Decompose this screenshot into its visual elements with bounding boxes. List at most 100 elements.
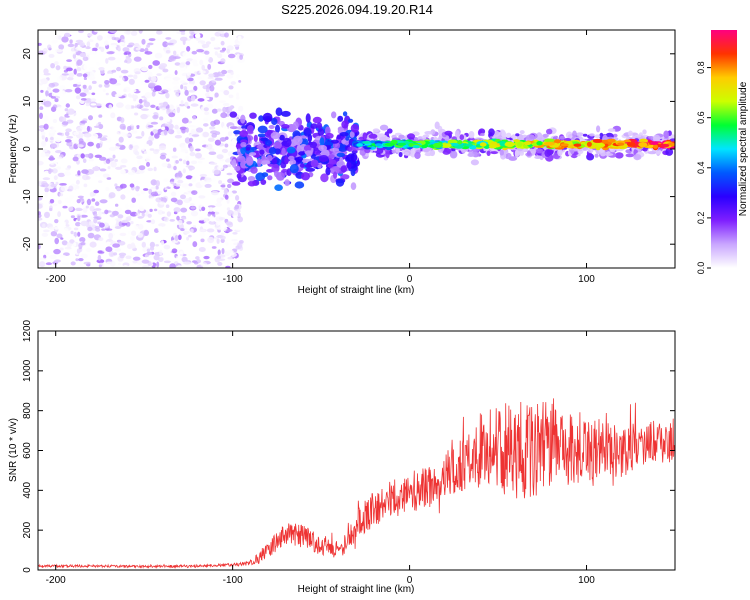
noise-blob [199, 117, 203, 123]
noise-blob [166, 108, 170, 115]
noise-blob [231, 139, 237, 146]
noise-blob [199, 216, 204, 221]
noise-blob [39, 257, 47, 261]
noise-blob [54, 61, 59, 66]
noise-blob [108, 192, 116, 199]
noise-blob [120, 165, 127, 168]
ridge-core-blob [412, 145, 420, 149]
noise-blob [181, 217, 187, 220]
onset-blob [317, 164, 322, 169]
ridge-halo-blob [596, 125, 601, 133]
noise-blob [206, 228, 215, 233]
noise-blob [60, 149, 69, 153]
noise-blob [125, 104, 132, 110]
noise-blob [185, 155, 189, 161]
noise-blob [99, 168, 107, 172]
noise-blob [79, 92, 87, 97]
noise-blob [168, 181, 175, 188]
noise-blob [138, 169, 145, 174]
ridge-halo-blob [490, 151, 498, 155]
colorbar-tick-label: 0.0 [696, 262, 706, 275]
ridge-halo-blob [398, 151, 403, 158]
noise-blob [182, 159, 187, 165]
noise-blob [66, 141, 74, 147]
ridge-halo-blob [536, 132, 543, 140]
onset-blob [237, 158, 245, 163]
onset-blob [350, 182, 357, 191]
noise-blob [98, 84, 103, 88]
ridge-halo-blob [467, 153, 475, 157]
noise-blob [178, 158, 183, 162]
noise-blob [39, 112, 43, 120]
spectrogram-x-label: Height of straight line (km) [298, 285, 415, 296]
noise-blob [159, 116, 164, 121]
noise-blob [77, 144, 84, 148]
noise-blob [236, 42, 241, 45]
ridge-halo-blob [488, 128, 495, 137]
noise-blob [111, 69, 117, 73]
noise-blob [225, 265, 231, 268]
noise-blob [75, 222, 81, 227]
noise-blob [174, 134, 182, 139]
onset-blob [330, 139, 339, 144]
onset-blob [305, 113, 311, 123]
noise-blob [182, 51, 190, 58]
noise-blob [48, 53, 55, 58]
noise-blob [192, 115, 197, 121]
noise-blob [115, 131, 120, 136]
y-tick-label: 20 [22, 48, 33, 60]
ridge-halo-blob [451, 147, 456, 152]
noise-blob [92, 166, 100, 172]
noise-blob [55, 181, 59, 185]
ridge-halo-blob [632, 135, 637, 139]
noise-blob [63, 221, 67, 225]
noise-blob [138, 98, 143, 104]
noise-blob [71, 51, 77, 55]
noise-blob [163, 260, 171, 264]
noise-blob [72, 156, 79, 162]
colorbar-ticks: 0.0 0.2 0.4 0.6 0.8 [696, 61, 711, 274]
onset-blob [234, 165, 241, 172]
noise-blob [199, 59, 204, 66]
noise-blob [116, 187, 121, 192]
noise-blob [135, 136, 143, 139]
noise-blob [147, 167, 154, 172]
noise-blob [114, 183, 118, 187]
noise-blob [114, 248, 122, 252]
noise-blob [80, 253, 88, 259]
noise-blob [135, 116, 139, 122]
noise-blob [87, 226, 93, 232]
noise-blob [67, 76, 74, 81]
noise-blob [42, 205, 50, 208]
noise-blob [133, 125, 137, 131]
noise-blob [207, 63, 212, 70]
ridge-halo-blob [607, 128, 616, 132]
ridge-halo-blob [519, 151, 524, 156]
noise-blob [68, 195, 75, 199]
noise-blob [176, 199, 183, 206]
onset-blob [298, 151, 306, 156]
noise-blob [222, 102, 230, 106]
noise-blob [82, 73, 88, 78]
ridge-core-blob [653, 144, 658, 149]
noise-blob [101, 228, 106, 231]
ridge-halo-blob [398, 134, 405, 139]
noise-blob [161, 162, 168, 168]
noise-blob [169, 55, 176, 61]
ridge-halo-blob [665, 148, 674, 156]
noise-blob [97, 254, 102, 261]
noise-blob [70, 230, 74, 235]
snr-x-ticks: -200 -100 0 100 [46, 331, 595, 586]
noise-blob [120, 158, 128, 164]
ridge-core-blob [601, 139, 609, 144]
noise-blob [180, 194, 186, 200]
noise-blob [171, 155, 178, 159]
noise-blob [64, 246, 72, 250]
colorbar-tick-label: 0.4 [696, 162, 706, 175]
noise-blob [100, 102, 106, 109]
snr-series [38, 398, 675, 569]
ridge-halo-blob [582, 133, 588, 137]
noise-blob [204, 111, 210, 116]
y-tick-label: 0 [22, 567, 33, 573]
onset-blob [301, 172, 310, 181]
